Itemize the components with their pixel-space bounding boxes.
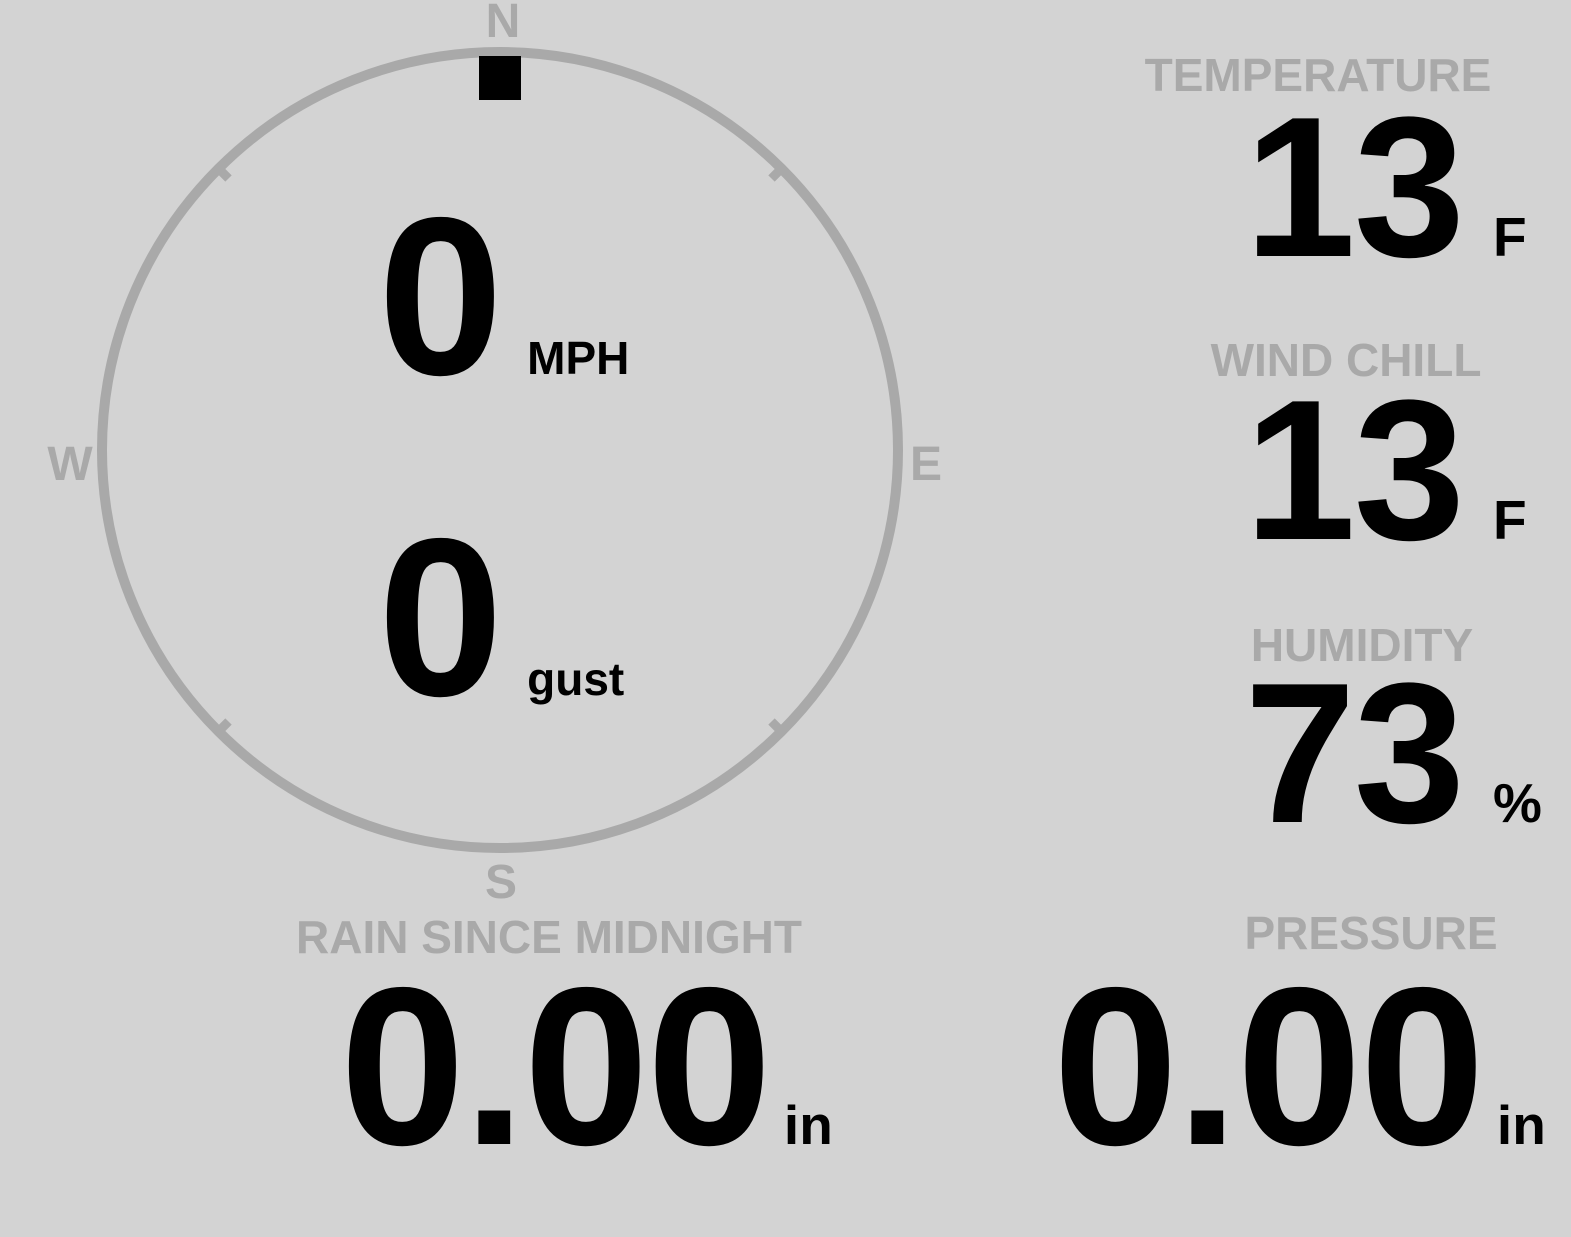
humidity-value: 73 <box>1244 642 1465 865</box>
wind-speed-unit: MPH <box>527 332 630 384</box>
rain-since-midnight-reading: 0.00 in <box>340 954 833 1179</box>
temperature-unit: F <box>1493 206 1527 268</box>
pressure-unit: in <box>1496 1094 1546 1156</box>
compass-tick-nw <box>212 162 232 182</box>
pressure-value: 0.00 <box>1053 940 1485 1192</box>
compass-label-south: S <box>485 856 517 909</box>
temperature-label: TEMPERATURE <box>1144 49 1492 101</box>
wind-gust-reading: 0 gust <box>378 505 624 730</box>
pressure-reading: 0.00 in <box>1053 954 1546 1179</box>
temperature-value: 13 <box>1244 76 1465 299</box>
humidity-reading: 73 % <box>1100 654 1542 854</box>
pressure-label: PRESSURE <box>1244 907 1498 959</box>
wind-chill-value: 13 <box>1244 359 1465 582</box>
wind-chill-unit: F <box>1493 489 1527 551</box>
compass-tick-sw <box>212 718 232 738</box>
compass-label-west: W <box>47 438 93 491</box>
wind-direction-marker <box>479 56 521 100</box>
wind-compass-gauge: N E S W <box>47 0 942 909</box>
humidity-unit: % <box>1493 772 1542 834</box>
humidity-label: HUMIDITY <box>1250 619 1474 671</box>
wind-gust-unit: gust <box>527 653 625 705</box>
rain-since-midnight-value: 0.00 <box>340 940 772 1192</box>
rain-since-midnight-unit: in <box>783 1094 833 1156</box>
rain-since-midnight-label: RAIN SINCE MIDNIGHT <box>296 911 802 963</box>
wind-speed-reading: 0 MPH <box>378 184 629 409</box>
temperature-reading: 13 F <box>1100 88 1527 288</box>
compass-tick-se <box>768 718 788 738</box>
compass-ring <box>97 47 903 853</box>
compass-label-north: N <box>486 0 521 48</box>
wind-chill-reading: 13 F <box>1100 371 1527 571</box>
compass-label-east: E <box>910 438 942 491</box>
wind-speed-value: 0 <box>378 170 503 422</box>
wind-gust-value: 0 <box>378 491 503 743</box>
wind-chill-label: WIND CHILL <box>1210 334 1482 386</box>
compass-tick-ne <box>768 162 788 182</box>
